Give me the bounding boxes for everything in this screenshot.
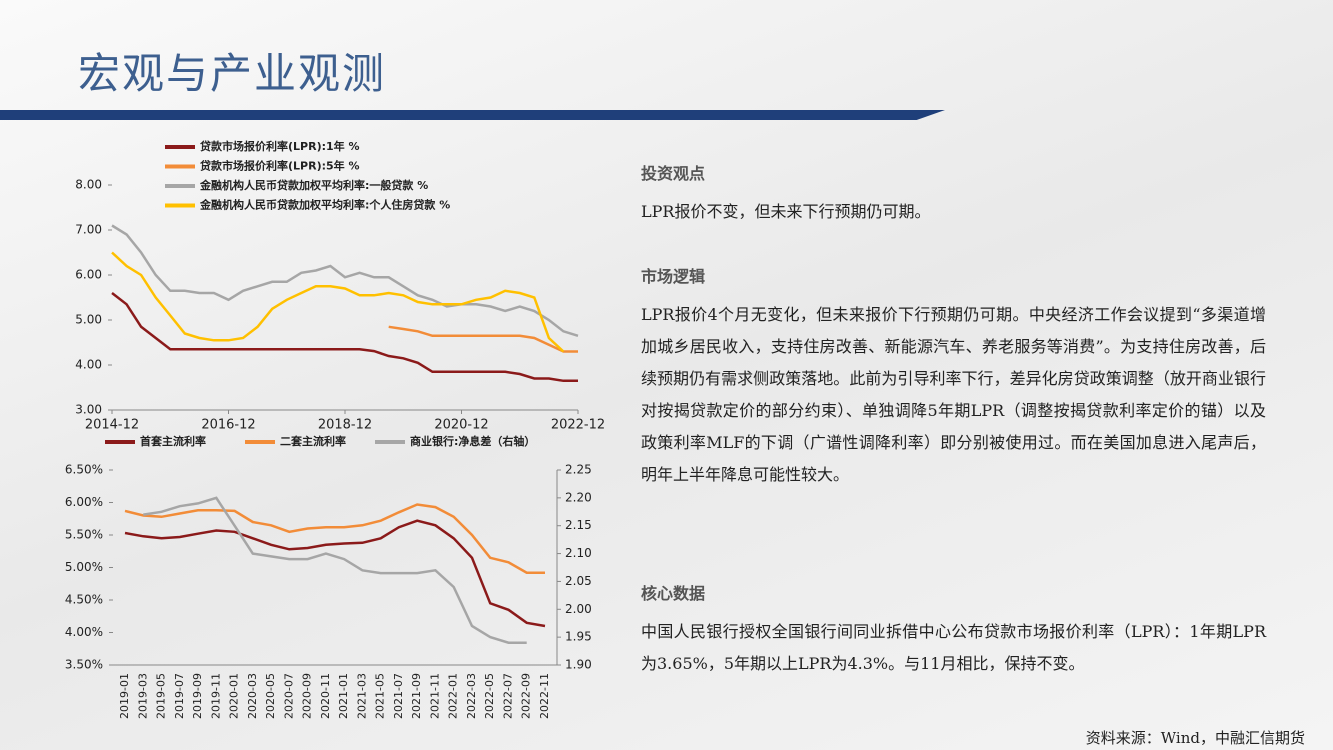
y-tick-label: 5.00 (75, 313, 102, 327)
x-tick-label: 2016-12 (201, 418, 255, 433)
x-tick-label: 2020-03 (246, 673, 259, 719)
y2-tick-label: 2.15 (565, 518, 592, 532)
x-tick-label: 2019-01 (118, 673, 131, 719)
charts: 3.00 4.00 5.00 6.00 7.00 8.00 2014-12 2016-12 20… (65, 139, 605, 719)
y-tick-label: 8.00 (75, 178, 102, 192)
source-note: 资料来源：Wind，中融汇信期货 (1085, 729, 1305, 747)
y-tick-label: 7.00 (75, 223, 102, 237)
legend-label: 金融机构人民币贷款加权平均利率:个人住房贷款 % (199, 198, 450, 212)
x-tick-label: 2022-01 (447, 673, 460, 719)
x-tick-label: 2019-11 (209, 673, 222, 719)
x-tick-label: 2022-12 (551, 418, 605, 433)
legend-label: 首套主流利率 (140, 434, 206, 448)
series-line (111, 251, 565, 353)
series-line (111, 292, 578, 383)
x-tick-label: 2021-03 (355, 673, 368, 719)
y-tick-label: 4.00 (75, 358, 102, 372)
section-text: 中国人民银行授权全国银行间同业拆借中心公布贷款市场报价利率（LPR）：1年期LP… (641, 622, 1266, 673)
section-text: LPR报价4个月无变化，但未来报价下行预期仍可期。中央经济工作会议提到“多渠道增… (641, 305, 1266, 484)
legend-label: 贷款市场报价利率(LPR):5年 % (200, 159, 360, 173)
y-tick-label: 6.00% (65, 495, 103, 509)
y-tick-label: 6.50% (65, 463, 103, 477)
legend-label: 金融机构人民币贷款加权平均利率:一般贷款 % (199, 178, 428, 192)
x-tick-label: 2021-11 (428, 673, 441, 719)
x-tick-label: 2020-12 (434, 418, 488, 433)
y2-tick-label: 2.10 (565, 546, 592, 560)
y-tick-label: 4.00% (65, 625, 103, 639)
section-heading: 核心数据 (641, 584, 706, 603)
x-tick-label: 2014-12 (85, 418, 139, 433)
x-tick-label: 2020-05 (264, 673, 277, 719)
x-tick-label: 2019-09 (191, 673, 204, 719)
section-heading: 市场逻辑 (641, 267, 706, 286)
y2-tick-label: 2.20 (565, 490, 592, 504)
x-tick-label: 2018-12 (318, 418, 372, 433)
x-tick-label: 2019-07 (173, 673, 186, 719)
y2-tick-label: 2.25 (565, 463, 592, 477)
y-tick-label: 3.50% (65, 658, 103, 672)
y2-tick-label: 2.05 (565, 574, 592, 588)
section: 投资观点 LPR报价不变，但未来下行预期仍可期。 (641, 160, 1266, 228)
y2-tick-label: 1.95 (565, 630, 592, 644)
x-tick-label: 2022-09 (520, 673, 533, 719)
x-tick-label: 2021-09 (410, 673, 423, 719)
series-line (124, 503, 545, 574)
series-line (143, 496, 527, 644)
x-tick-label: 2020-09 (301, 673, 314, 719)
x-tick-label: 2020-07 (282, 673, 295, 719)
legend-label: 二套主流利率 (280, 434, 346, 448)
x-tick-label: 2019-03 (136, 673, 149, 719)
x-tick-label: 2021-05 (374, 673, 387, 719)
x-tick-label: 2019-05 (155, 673, 168, 719)
y2-tick-label: 2.00 (565, 602, 592, 616)
x-tick-label: 2020-01 (228, 673, 241, 719)
legend-label: 商业银行:净息差（右轴） (410, 434, 535, 448)
section-text: LPR报价不变，但未来下行预期仍可期。 (641, 202, 931, 221)
x-tick-label: 2020-11 (319, 673, 332, 719)
y-tick-label: 5.00% (65, 560, 103, 574)
series-line (124, 519, 546, 628)
y-tick-label: 4.50% (65, 593, 103, 607)
y-tick-label: 3.00 (75, 403, 102, 417)
y2-tick-label: 1.90 (565, 658, 592, 672)
y-tick-label: 6.00 (75, 268, 102, 282)
section: 市场逻辑 LPR报价4个月无变化，但未来报价下行预期仍可期。中央经济工作会议提到“… (641, 263, 1266, 491)
section: 核心数据中国人民银行授权全国银行间同业拆借中心公布贷款市场报价利率（LPR）：1… (641, 580, 1266, 680)
slide-title: 宏观与产业观测 (78, 49, 387, 98)
x-tick-label: 2021-01 (337, 673, 350, 719)
x-tick-label: 2022-11 (538, 673, 551, 719)
series-line (111, 224, 579, 337)
x-tick-label: 2021-07 (392, 673, 405, 719)
header-bar (0, 110, 945, 120)
x-tick-label: 2022-05 (483, 673, 496, 719)
legend-label: 贷款市场报价利率(LPR):1年 % (200, 139, 360, 153)
x-tick-label: 2022-07 (501, 673, 514, 719)
series-line (388, 325, 578, 353)
section-heading: 投资观点 (641, 164, 706, 183)
x-tick-label: 2022-03 (465, 673, 478, 719)
y-tick-label: 5.50% (65, 528, 103, 542)
